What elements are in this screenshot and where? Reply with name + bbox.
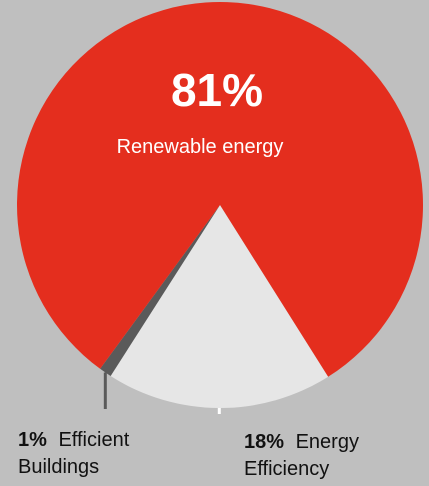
slice-label-buildings-line1: Efficient <box>58 429 129 451</box>
slice-label-buildings: 1% Efficient <box>18 429 130 451</box>
slice-value-buildings: 1% <box>18 429 47 451</box>
slice-label-efficiency: 18% Energy <box>244 431 359 453</box>
slice-label-buildings-line2: Buildings <box>18 456 99 478</box>
slice-label-efficiency-line1: Energy <box>296 431 359 453</box>
slice-value-efficiency: 18% <box>244 431 284 453</box>
slice-buildings <box>100 205 220 377</box>
slice-efficiency <box>110 205 329 409</box>
slice-renewable <box>17 1 424 377</box>
slice-value-renewable: 81% <box>171 64 263 116</box>
slice-label-renewable: Renewable energy <box>117 136 284 158</box>
slice-label-efficiency-line2: Efficiency <box>244 458 329 480</box>
